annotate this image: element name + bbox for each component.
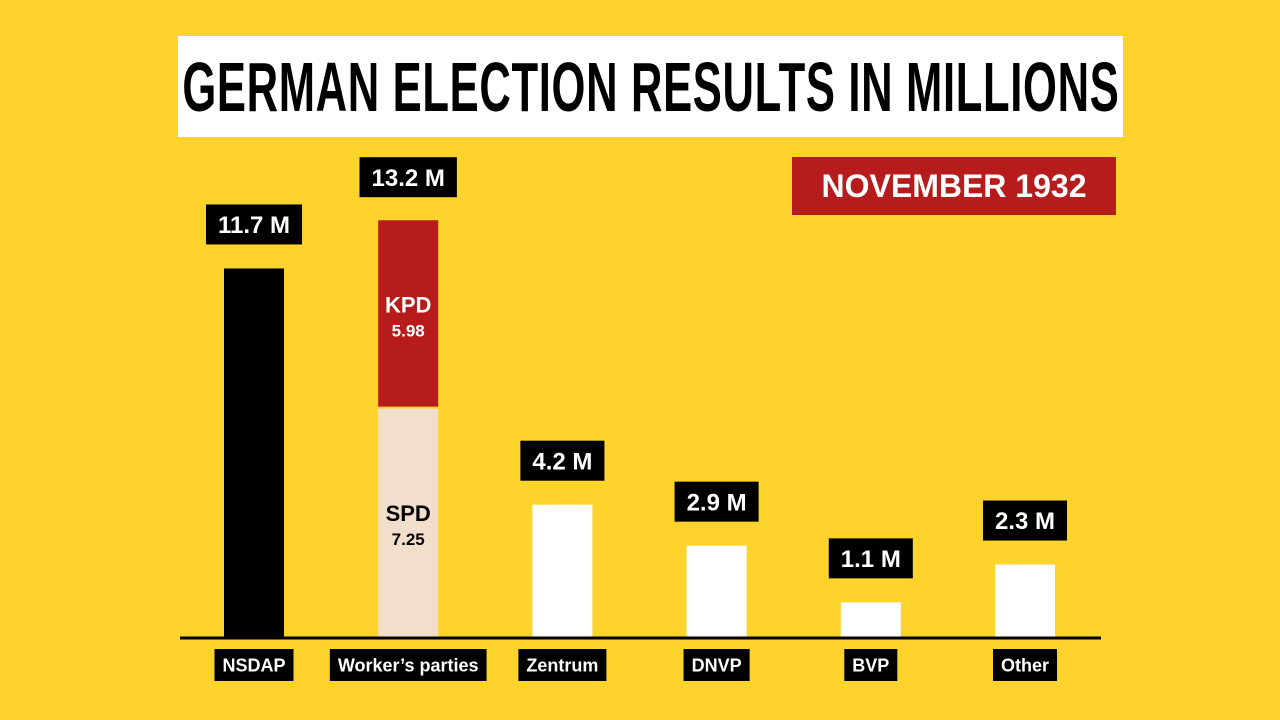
value-label-box-text: 1.1 M [841, 546, 901, 573]
category-label-box-text: Zentrum [526, 655, 598, 675]
bar-segment-spd [378, 408, 439, 637]
bar-nsdap [224, 268, 284, 637]
category-label-box-text: BVP [852, 655, 889, 675]
category-label-box [329, 649, 487, 681]
period-badge: NOVEMBER 1932 [792, 157, 1116, 215]
value-label-box [359, 157, 457, 198]
value-label-box [982, 500, 1068, 541]
value-label-box [674, 481, 759, 522]
category-label-box-text: Other [1001, 655, 1049, 675]
segment-value-spd: 7.25 [392, 530, 425, 549]
value-label-box-text: 2.9 M [687, 489, 747, 516]
bar-zentrum [532, 504, 593, 637]
bar-dnvp [686, 545, 747, 637]
value-label-box-text: 2.3 M [995, 508, 1055, 535]
category-label-box [518, 649, 607, 681]
category-label-box [992, 649, 1058, 681]
title-box: GERMAN ELECTION RESULTS IN MILLIONS [178, 36, 1123, 137]
segment-value-kpd: 5.98 [392, 321, 425, 340]
value-label-box-text: 4.2 M [532, 448, 592, 475]
bar-bvp [840, 602, 901, 637]
value-label-box [520, 440, 605, 481]
segment-label-kpd: KPD [385, 292, 431, 317]
value-label-box-text: 11.7 M [218, 212, 290, 239]
category-label-box [683, 649, 750, 681]
category-label-box-text: NSDAP [222, 655, 285, 675]
category-label-box [844, 649, 898, 681]
category-label-box [214, 649, 294, 681]
value-label-box [205, 204, 303, 245]
chart-title: GERMAN ELECTION RESULTS IN MILLIONS [181, 47, 1120, 126]
bar-other [995, 564, 1055, 637]
bar-segment-kpd [378, 220, 439, 407]
value-label-box [828, 538, 913, 579]
category-label-box-text: Worker’s parties [338, 655, 479, 675]
segment-label-spd: SPD [386, 501, 431, 526]
category-label-box-text: DNVP [692, 655, 742, 675]
value-label-box-text: 13.2 M [372, 165, 445, 192]
